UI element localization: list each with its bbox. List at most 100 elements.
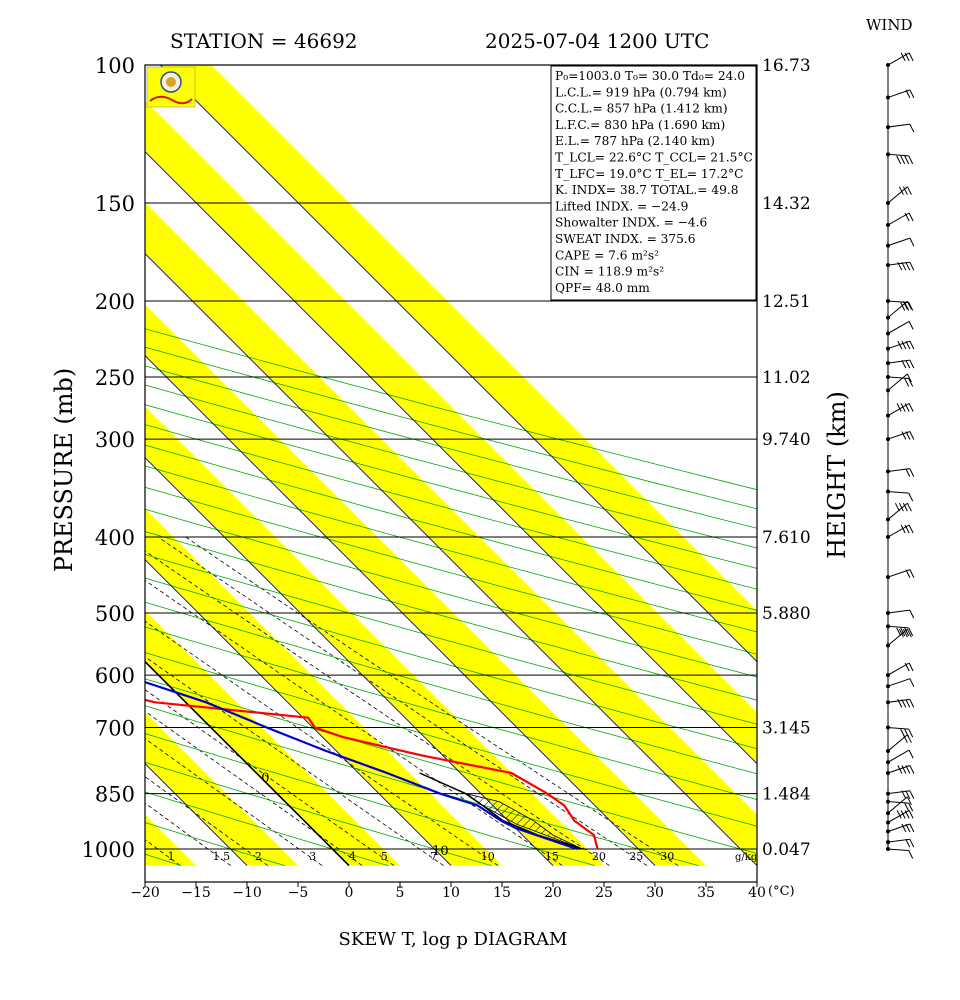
wind-barb-feather [900,524,906,534]
band--30 [0,65,94,866]
wind-barb-feather [908,212,914,222]
wind-profile [886,52,915,859]
wind-barb-feather [905,261,911,271]
isotherm-label: 30 [782,990,799,1000]
mixing-ratio-line [145,776,269,866]
wind-barb-feather [901,431,907,440]
logo [146,66,196,108]
isobar-lines [145,65,757,850]
mixing-unit: g/kg [735,852,758,863]
height-tick: 9.740 [762,430,811,450]
stat-line: P₀=1003.0 T₀= 30.0 Td₀= 24.0 [555,69,745,83]
isotherm-line [145,354,656,866]
wind-barb-feather [905,823,911,833]
pressure-tick-850: 850 [95,783,135,807]
pressure-tick-300: 300 [95,428,135,452]
wind-barb-feather [908,810,914,819]
wind-barb-feather [909,823,915,833]
mixing-ratio-label: 2 [255,850,262,863]
wind-barb-feather [909,123,915,133]
wind-barb-feather [906,628,912,638]
mixing-ratio-label: 1 [168,850,175,863]
height-tick: 5.880 [762,604,811,624]
wind-barb [887,123,910,128]
wind-barb-feather [904,403,910,412]
isotherm-label: 20 [607,917,624,932]
mixing-ratio-line [157,536,648,866]
mixing-ratio-label: 25 [629,850,643,863]
temp-tick-label: 5 [396,885,405,901]
wind-barb-feather [905,699,911,708]
wind-barb-feather [897,340,903,350]
pressure-tick-1000: 1000 [82,838,135,862]
wind-barb-feather [901,823,907,833]
wind-barb-feather [906,796,912,806]
wind-barb-feather [896,155,902,165]
dewpoint-profile [145,680,578,851]
pressure-tick-600: 600 [95,664,135,688]
wind-barb-feather [904,378,910,387]
wind-barb-feather [908,802,914,812]
dry-adiabat [145,531,757,701]
wind-barb-feather [902,502,908,512]
wind-barb-feather [909,569,915,578]
stat-line: CAPE = 7.6 m²s² [555,248,659,262]
wind-barb-feather [900,403,906,412]
mixing-ratio-line [145,656,444,866]
mixing-ratio-label: 7 [430,850,437,863]
wind-barb-feather [898,502,904,512]
wind-barb [887,300,909,303]
wind-barb [887,628,908,646]
mixing-ratio-label: 1.5 [213,850,231,863]
isotherm-label: −10 [77,698,104,713]
stat-line: SWEAT INDX. = 375.6 [555,232,696,246]
wind-barb-feather [904,212,910,222]
wind-barb-feather [908,492,914,502]
stat-line: T_LFC= 19.0°C T_EL= 17.2°C [555,167,743,181]
isotherm-line [145,150,757,765]
temp-tick-label: 0 [345,885,354,901]
wind-barb-feather [906,373,912,383]
wind-barb-feather [901,359,907,369]
wind-barb-feather [901,765,907,774]
wind-barb-feather [901,261,907,271]
wind-barb-feather [905,790,911,799]
mixing-ratio-line [145,738,323,866]
wind-header: WIND [866,16,913,34]
band-20 [145,406,604,866]
wind-barb-feather [905,569,911,578]
height-tick: 16.73 [762,56,811,76]
mixing-ratio-line [145,689,395,866]
wind-barb-feather [905,468,911,477]
height-tick: 12.51 [762,292,811,312]
stat-line: K. INDX= 38.7 TOTAL.= 49.8 [555,183,738,197]
temp-tick-label: 10 [442,885,460,901]
wind-barb [887,678,911,687]
wind-barb-feather [900,302,906,311]
isotherm-lines [0,65,757,867]
wind-barb-feather [906,186,912,195]
wind-barb [887,373,908,391]
wind-barb-feather [904,662,910,672]
wind-barb-feather [909,838,915,848]
dry-adiabat [145,791,389,866]
wind-barb-feather [905,340,911,350]
mixing-ratio-label: 10 [481,850,495,863]
wind-barb-feather [904,810,910,819]
wind-barb-feather [908,321,914,330]
wind-barb [887,237,911,247]
wind-barb-feather [908,850,914,859]
isotherm-line [160,65,757,663]
mixing-ratio-label: 20 [592,850,606,863]
wind-barb-feather [901,699,907,708]
wind-barb-feather [909,431,915,440]
wind-barb-feather [909,237,915,247]
stat-line: E.L.= 787 hPa (2.140 km) [555,134,715,148]
height-axis-label: HEIGHT (km) [823,391,851,559]
wind-barb-feather [908,524,914,534]
temp-tick-label: 20 [544,885,562,901]
wind-barb-feather [908,302,914,311]
isotherm-line [0,65,43,866]
wind-barb-feather [909,359,915,369]
